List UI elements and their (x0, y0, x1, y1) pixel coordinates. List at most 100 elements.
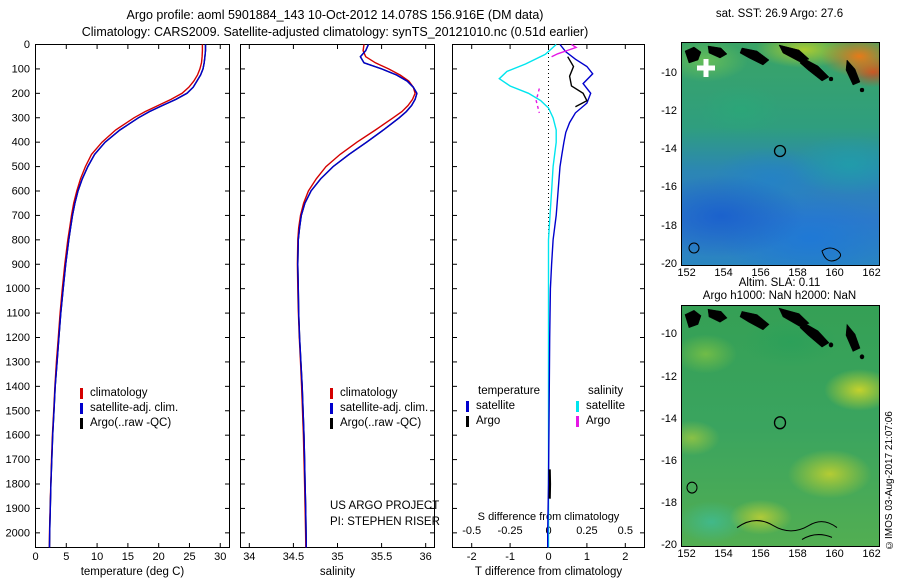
y-tick-label: 1800 (6, 479, 30, 491)
legend-item: Argo(..raw -QC) (330, 416, 428, 431)
map-lat-tick-label: -12 (661, 104, 677, 117)
sla-value-line: Altim. SLA: 0.11 (738, 277, 821, 289)
x-tick-label: -1 (505, 551, 515, 563)
map-lon-tick-label: 158 (788, 548, 807, 560)
float-position-marker (773, 144, 787, 158)
temperature-legend: climatology satellite-adj. clim. Argo(..ra… (80, 386, 178, 431)
difference-legend: temperature satellite Argo salinity satellit… (466, 384, 625, 429)
island-shape (707, 308, 728, 323)
legend-swatch (330, 388, 333, 399)
x-tick-label: 5 (63, 551, 69, 563)
sla-contour (686, 481, 698, 494)
legend-swatch (80, 418, 83, 429)
sdiff-tick-label: -0.25 (498, 525, 523, 537)
legend-header: salinity (588, 385, 624, 397)
legend-swatch (576, 416, 580, 427)
legend-swatch (466, 416, 469, 427)
series-argo-s-diff-upper (551, 43, 578, 58)
x-tick-label: 34.5 (283, 551, 304, 563)
x-tick-label: 10 (91, 551, 103, 563)
map-lon-tick-label: 152 (677, 267, 696, 279)
map-lat-tick-label: -20 (661, 258, 677, 270)
sst-map-bottom (681, 305, 880, 547)
y-tick-label: 1400 (6, 381, 30, 393)
legend-swatch (80, 403, 83, 414)
legend-label: satellite (586, 400, 626, 412)
figure-subtitle: Climatology: CARS2009. Satellite-adjuste… (81, 25, 589, 39)
temperature-axis-label: temperature (deg C) (80, 566, 185, 578)
island-shape (707, 45, 728, 59)
legend-header: temperature (478, 385, 541, 397)
y-tick-label: 1300 (6, 356, 30, 368)
series-argo-raw-qc (297, 44, 418, 548)
project-note-line1: US ARGO PROJECT (330, 500, 440, 512)
sdiff-tick-label: 0.25 (576, 525, 597, 537)
island-shape (739, 47, 770, 66)
legend-label: Argo (476, 415, 501, 427)
legend-item: Argo (576, 414, 625, 429)
y-tick-label: 1600 (6, 430, 30, 442)
y-tick-label: 1700 (6, 454, 30, 466)
map-lat-tick-label: -10 (661, 328, 677, 341)
island-shape (845, 323, 861, 352)
legend-label: satellite-adj. clim. (340, 402, 429, 414)
y-tick-label: 1900 (6, 503, 30, 515)
map-lat-tick-label: -16 (661, 454, 677, 467)
island-shape (799, 57, 830, 82)
legend-label: climatology (90, 387, 148, 399)
map-lon-tick-label: 156 (751, 267, 770, 279)
island-shape (828, 342, 834, 348)
series-satellite-t-diff (546, 44, 594, 548)
y-tick-label: 0 (24, 39, 30, 51)
map-lon-tick-label: 160 (825, 267, 844, 279)
figure-title: Argo profile: aoml 5901884_143 10-Oct-20… (126, 8, 544, 22)
map-lon-tick-label: 162 (862, 548, 881, 560)
x-tick-label: 1 (584, 551, 590, 563)
legend-swatch (330, 418, 333, 429)
difference-profile-plot: -2 -1 0 1 2S difference from climatology-0.5… (452, 43, 645, 563)
legend-item: Argo (466, 414, 540, 429)
legend-label: satellite (476, 400, 515, 412)
map-overlay (684, 44, 865, 262)
y-tick-label: 100 (12, 63, 30, 75)
map-lat-tick-label: -16 (661, 181, 677, 194)
salinity-axis-label: salinity (319, 566, 356, 578)
legend-swatch (80, 388, 83, 399)
x-tick-label: 2 (622, 551, 628, 563)
island-shape (684, 310, 702, 328)
y-tick-label: 1200 (6, 332, 30, 344)
temperature-profile-plot: 0100200300400500600700800900100011001200… (6, 39, 230, 563)
legend-item: climatology (80, 386, 178, 401)
y-tick-label: 900 (12, 259, 30, 271)
island-shape (845, 59, 861, 86)
island-shape (684, 46, 702, 64)
map-lon-tick-label: 162 (862, 267, 881, 279)
data-gap-marker (697, 59, 715, 77)
imos-credit: ©IMOS 03-Aug-2017 21:07:06 (884, 411, 895, 550)
x-tick-label: 0 (545, 551, 551, 563)
map-lon-tick-label: 152 (677, 548, 696, 560)
x-tick-label: 35 (331, 551, 343, 563)
x-tick-label: -2 (467, 551, 477, 563)
y-tick-label: 2000 (6, 527, 30, 539)
salinity-profile-plot: 34 34.5 35 35.5 36 (240, 44, 435, 563)
y-tick-label: 1000 (6, 283, 30, 295)
salinity-legend: climatology satellite-adj. clim. Argo(..ra… (330, 386, 428, 431)
legend-item: satellite-adj. clim. (80, 401, 178, 416)
map-lat-tick-label: -12 (661, 370, 677, 383)
sla-contour (801, 534, 833, 540)
legend-column: salinity satellite Argo (576, 384, 625, 429)
tdiff-axis-label: T difference from climatology (474, 566, 623, 578)
x-tick-label: 36 (420, 551, 432, 563)
series-climatology (48, 44, 204, 548)
sla-contour (821, 247, 842, 262)
legend-swatch (330, 403, 333, 414)
map-lon-tick-label: 154 (714, 548, 733, 560)
map-lon-tick-label: 156 (751, 548, 770, 560)
float-position-marker (773, 416, 787, 430)
y-tick-label: 500 (12, 161, 30, 173)
map-overlay (684, 307, 865, 540)
legend-label: satellite-adj. clim. (90, 402, 179, 414)
legend-item: satellite-adj. clim. (330, 401, 428, 416)
